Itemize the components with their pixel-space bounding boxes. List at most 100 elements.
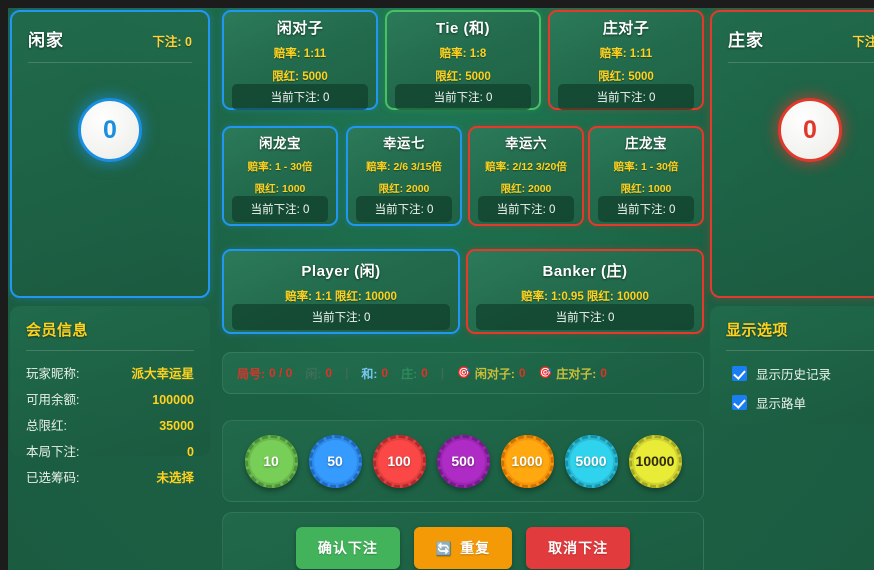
selected-chip-value: 未选择 bbox=[156, 470, 194, 485]
bet-card-odds: 赔率: 1 - 30倍 bbox=[613, 160, 679, 173]
bet-card-banker-dragon-bonus[interactable]: 庄龙宝 赔率: 1 - 30倍 限红: 1000 当前下注: 0 bbox=[588, 126, 704, 226]
option-show-history[interactable]: 显示历史记录 bbox=[726, 359, 874, 388]
repeat-bet-label: 重复 bbox=[460, 540, 491, 556]
bet-card-title: 庄龙宝 bbox=[625, 136, 667, 151]
player-panel-bet-total: 下注: 0 bbox=[152, 35, 192, 49]
stats-separator: | bbox=[345, 366, 349, 380]
divider bbox=[26, 350, 194, 351]
total-limit-value: 35000 bbox=[159, 418, 194, 433]
chip-10000[interactable]: 10000 bbox=[628, 434, 682, 488]
bet-card-limit: 限红: 5000 bbox=[598, 70, 654, 83]
option-show-history-label: 显示历史记录 bbox=[756, 368, 832, 382]
chip-label: 10000 bbox=[635, 453, 675, 469]
bet-card-banker-pair[interactable]: 庄对子 赔率: 1:11 限红: 5000 当前下注: 0 bbox=[548, 10, 704, 110]
stat-player-label: 闲: bbox=[305, 366, 322, 381]
bet-card-odds: 赔率: 1:8 bbox=[439, 47, 487, 60]
bet-card-odds: 赔率: 1:11 bbox=[273, 47, 327, 60]
display-options-panel: 显示选项 显示历史记录 显示路单 bbox=[710, 306, 874, 424]
chip-label: 100 bbox=[387, 453, 411, 469]
bet-card-lucky-seven[interactable]: 幸运七 赔率: 2/6 3/15倍 限红: 2000 当前下注: 0 bbox=[346, 126, 462, 226]
divider bbox=[728, 62, 874, 63]
stat-banker-pair-label: 庄对子: bbox=[556, 366, 597, 381]
banker-panel-header: 庄家 下注: 0 bbox=[728, 26, 874, 51]
bet-card-odds: 赔率: 2/6 3/15倍 bbox=[366, 160, 442, 173]
stat-banker-label: 庄: bbox=[401, 366, 418, 381]
player-side-panel[interactable]: 闲家 下注: 0 0 bbox=[10, 10, 210, 298]
repeat-bet-button[interactable]: 🔄 重复 bbox=[413, 527, 513, 569]
player-panel-title: 闲家 bbox=[28, 31, 64, 50]
player-score-wrap: 0 bbox=[12, 98, 208, 162]
target-icon: 🎯 bbox=[457, 366, 471, 379]
option-show-roadmap[interactable]: 显示路单 bbox=[726, 388, 874, 417]
bet-card-player-pair[interactable]: 闲对子 赔率: 1:11 限红: 5000 当前下注: 0 bbox=[222, 10, 378, 110]
game-table-surface: 闲家 下注: 0 0 会员信息 玩家昵称: 派大幸运星 可用余额: 100000… bbox=[8, 8, 874, 570]
bet-card-current-bet: 当前下注: 0 bbox=[232, 195, 328, 222]
bet-card-tie[interactable]: Tie (和) 赔率: 1:8 限红: 5000 当前下注: 0 bbox=[385, 10, 541, 110]
chip-1000[interactable]: 1000 bbox=[500, 434, 554, 488]
chip-10[interactable]: 10 bbox=[244, 434, 298, 488]
confirm-bet-button[interactable]: 确认下注 bbox=[295, 527, 400, 569]
bet-card-player-dragon-bonus[interactable]: 闲龙宝 赔率: 1 - 30倍 限红: 1000 当前下注: 0 bbox=[222, 126, 338, 226]
checkbox-checked-icon[interactable] bbox=[732, 366, 747, 381]
stat-banker-wins: 庄: 0 bbox=[401, 365, 428, 382]
cancel-bet-label: 取消下注 bbox=[548, 540, 609, 556]
bet-card-title: 闲龙宝 bbox=[259, 136, 301, 151]
banker-score-wrap: 0 bbox=[712, 98, 874, 162]
chip-tray: 10 50 100 500 1000 5000 10000 bbox=[222, 420, 704, 502]
stat-player-pair: 🎯 闲对子: 0 bbox=[457, 365, 525, 382]
chip-100[interactable]: 100 bbox=[372, 434, 426, 488]
bet-card-player[interactable]: Player (闲) 赔率: 1:1 限红: 10000 当前下注: 0 bbox=[222, 249, 460, 334]
bet-card-odds: 赔率: 1:11 bbox=[599, 47, 653, 60]
member-info-row: 可用余额: 100000 bbox=[26, 385, 194, 411]
bet-card-limit: 限红: 5000 bbox=[435, 70, 491, 83]
bet-card-current-bet: 当前下注: 0 bbox=[476, 303, 694, 330]
bet-card-current-bet: 当前下注: 0 bbox=[232, 83, 368, 110]
banker-side-panel[interactable]: 庄家 下注: 0 0 bbox=[710, 10, 874, 298]
bet-card-title: 幸运七 bbox=[383, 136, 425, 151]
cancel-bet-button[interactable]: 取消下注 bbox=[526, 527, 631, 569]
bet-card-limit: 限红: 5000 bbox=[272, 70, 328, 83]
bet-card-banker[interactable]: Banker (庄) 赔率: 1:0.95 限红: 10000 当前下注: 0 bbox=[466, 249, 704, 334]
display-options-title: 显示选项 bbox=[726, 322, 789, 339]
checkbox-checked-icon[interactable] bbox=[732, 395, 747, 410]
round-stats-bar: 局号: 0 / 0 闲: 0 | 和: 0 庄: 0 | 🎯 闲对子: 0 bbox=[222, 352, 704, 394]
chip-label: 10 bbox=[263, 453, 279, 469]
bet-card-current-bet: 当前下注: 0 bbox=[232, 303, 450, 330]
player-panel-header: 闲家 下注: 0 bbox=[28, 26, 192, 51]
banker-score-circle: 0 bbox=[778, 98, 842, 162]
bet-card-current-bet: 当前下注: 0 bbox=[356, 195, 452, 222]
bet-card-odds: 赔率: 1:0.95 限红: 10000 bbox=[521, 290, 649, 303]
bet-card-limit: 限红: 2000 bbox=[378, 182, 430, 195]
chip-500[interactable]: 500 bbox=[436, 434, 490, 488]
available-balance-label: 可用余额: bbox=[26, 392, 80, 407]
stat-player-pair-label: 闲对子: bbox=[474, 366, 515, 381]
bet-card-title: 庄对子 bbox=[602, 20, 650, 37]
target-icon: 🎯 bbox=[538, 366, 553, 379]
stat-tie-value: 0 bbox=[381, 366, 389, 380]
bet-card-current-bet: 当前下注: 0 bbox=[598, 195, 694, 222]
divider bbox=[28, 62, 192, 63]
option-show-roadmap-label: 显示路单 bbox=[756, 397, 807, 411]
stat-player-value: 0 bbox=[325, 366, 333, 380]
round-bet-label: 本局下注: bbox=[26, 444, 80, 459]
stat-round-value: 0 / 0 bbox=[269, 366, 293, 380]
stat-banker-pair-value: 0 bbox=[600, 366, 607, 380]
bet-card-limit: 限红: 2000 bbox=[500, 182, 552, 195]
bet-card-title: 闲对子 bbox=[276, 20, 324, 37]
chip-label: 5000 bbox=[575, 453, 607, 469]
bet-card-title: Player (闲) bbox=[301, 263, 381, 280]
stat-tie-label: 和: bbox=[361, 366, 378, 381]
bet-card-odds: 赔率: 1 - 30倍 bbox=[247, 160, 313, 173]
chip-5000[interactable]: 5000 bbox=[564, 434, 618, 488]
member-info-row: 总限红: 35000 bbox=[26, 411, 194, 437]
player-score-circle: 0 bbox=[78, 98, 142, 162]
stat-round-label: 局号: bbox=[237, 366, 265, 381]
stat-tie-wins: 和: 0 bbox=[361, 365, 388, 382]
member-info-row: 玩家昵称: 派大幸运星 bbox=[26, 359, 194, 385]
member-info-title: 会员信息 bbox=[26, 322, 89, 339]
chip-50[interactable]: 50 bbox=[308, 434, 362, 488]
bet-card-lucky-six[interactable]: 幸运六 赔率: 2/12 3/20倍 限红: 2000 当前下注: 0 bbox=[468, 126, 584, 226]
member-info-panel: 会员信息 玩家昵称: 派大幸运星 可用余额: 100000 总限红: 35000… bbox=[10, 306, 210, 485]
round-bet-value: 0 bbox=[187, 444, 194, 459]
